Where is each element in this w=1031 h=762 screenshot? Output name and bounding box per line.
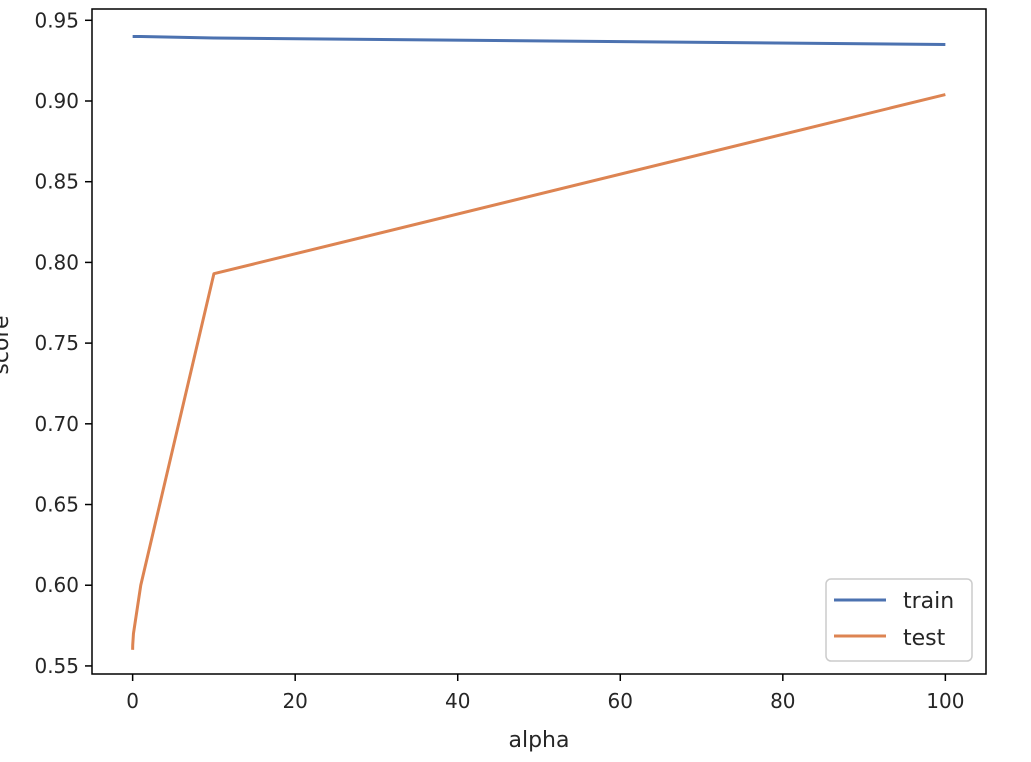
y-tick-label: 0.85	[34, 170, 79, 194]
x-axis-ticks: 0 20 40 60 80 100	[126, 674, 964, 713]
y-tick-label: 0.90	[34, 89, 79, 113]
y-tick-label: 0.75	[34, 331, 79, 355]
y-axis-label: score	[0, 315, 14, 374]
series-group	[131, 34, 946, 650]
x-tick-label: 40	[445, 689, 470, 713]
legend-label-train: train	[903, 589, 954, 614]
y-tick-label: 0.95	[34, 8, 79, 32]
y-tick-label: 0.55	[34, 654, 79, 678]
x-tick-label: 60	[608, 689, 633, 713]
y-tick-label: 0.80	[34, 250, 79, 274]
y-tick-label: 0.65	[34, 493, 79, 517]
plot-frame	[91, 8, 987, 675]
series-line-train	[131, 34, 946, 47]
legend: train test	[825, 578, 973, 662]
x-tick-label: 100	[926, 689, 964, 713]
y-tick-label: 0.60	[34, 573, 79, 597]
x-axis-label: alpha	[509, 728, 570, 753]
legend-label-test: test	[903, 626, 946, 651]
x-tick-label: 20	[282, 689, 307, 713]
series-line-test	[131, 93, 946, 650]
y-tick-label: 0.70	[34, 412, 79, 436]
x-tick-label: 0	[126, 689, 139, 713]
x-tick-label: 80	[770, 689, 795, 713]
y-axis-ticks: 0.55 0.60 0.65 0.70 0.75 0.80 0.85 0.90 0.95	[34, 8, 92, 678]
